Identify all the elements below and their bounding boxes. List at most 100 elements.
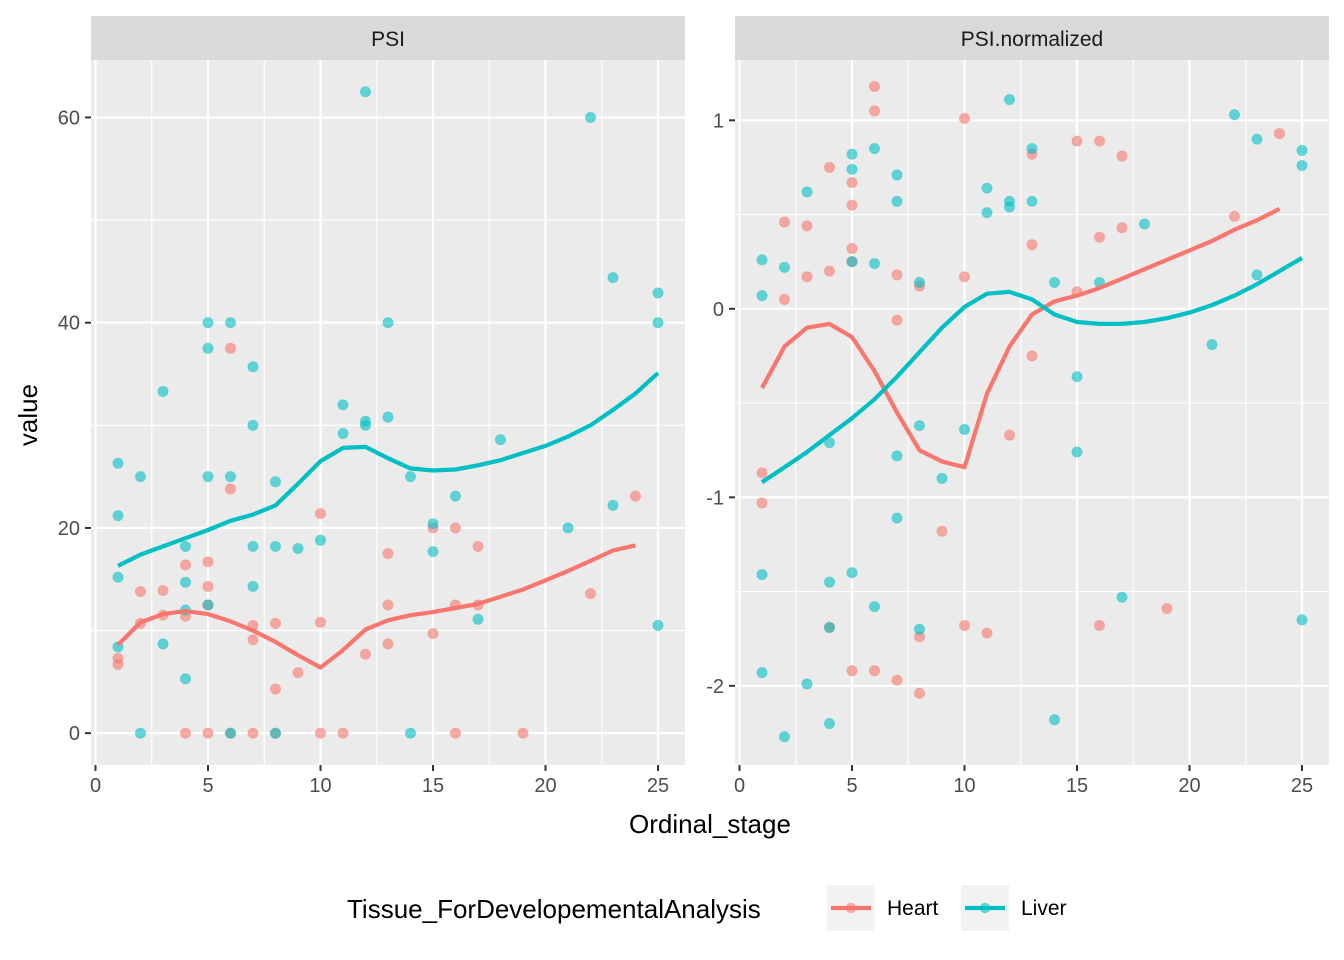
panel-1-x-tick-label: 25 xyxy=(647,775,669,797)
data-point xyxy=(382,599,394,611)
data-point xyxy=(359,86,372,98)
data-point xyxy=(607,499,619,511)
data-point xyxy=(224,471,237,483)
data-point xyxy=(224,317,237,329)
data-point xyxy=(1116,150,1128,162)
y-axis-title: value xyxy=(13,384,43,446)
panel-2-y-tick-label: 0 xyxy=(713,299,724,321)
data-point xyxy=(778,293,791,305)
data-point xyxy=(1093,135,1106,147)
data-point xyxy=(823,717,836,730)
data-point xyxy=(913,687,926,699)
data-point xyxy=(891,269,903,281)
panel-2-x-tick-label: 25 xyxy=(1291,775,1313,797)
panel-2-strip-label: PSI.normalized xyxy=(961,28,1103,51)
data-point xyxy=(823,576,836,588)
data-point xyxy=(157,584,169,597)
data-point xyxy=(981,182,993,194)
data-point xyxy=(427,518,439,530)
data-point xyxy=(1071,446,1083,458)
x-axis-title: Ordinal_stage xyxy=(629,809,791,839)
panel-1-strip xyxy=(91,16,685,60)
data-point xyxy=(1251,133,1263,145)
panel-2-y-tick-label: -2 xyxy=(706,676,724,698)
legend-key-point xyxy=(845,902,857,914)
data-point xyxy=(778,261,791,273)
data-point xyxy=(337,727,349,739)
panel-2-heart-smooth-line xyxy=(760,207,1281,470)
data-point xyxy=(449,522,462,534)
data-point xyxy=(1116,591,1128,603)
panel-1-y-tick-label: 40 xyxy=(58,313,80,335)
data-point xyxy=(846,176,858,189)
data-point xyxy=(958,619,971,632)
data-point xyxy=(224,483,237,495)
data-point xyxy=(936,525,948,537)
panel-2-strip xyxy=(735,16,1329,60)
data-point xyxy=(202,727,214,739)
panel-1-x-tick-label: 20 xyxy=(534,775,556,797)
data-point xyxy=(337,399,349,411)
data-point xyxy=(891,195,903,207)
panel-2-heart-points xyxy=(756,80,1286,699)
data-point xyxy=(891,450,903,462)
data-point xyxy=(1026,142,1038,155)
data-point xyxy=(1048,714,1061,726)
data-point xyxy=(1161,602,1173,615)
data-point xyxy=(1296,144,1308,157)
data-point xyxy=(134,727,147,739)
panel-1-x-tick-label: 15 xyxy=(422,775,444,797)
data-point xyxy=(756,667,768,679)
data-point xyxy=(359,648,372,660)
data-point xyxy=(247,361,259,373)
data-point xyxy=(868,665,881,677)
data-point xyxy=(292,667,304,679)
data-point xyxy=(134,471,147,483)
panel-2-x-tick-label: 10 xyxy=(953,775,975,797)
panel-1-y-tick-label: 20 xyxy=(58,518,80,540)
data-point xyxy=(292,542,304,555)
data-point xyxy=(846,163,858,175)
data-point xyxy=(314,507,327,520)
data-point xyxy=(823,265,836,277)
panel-2-background xyxy=(735,60,1329,765)
data-point xyxy=(891,674,903,686)
data-point xyxy=(958,271,971,283)
data-point xyxy=(1273,127,1286,140)
data-point xyxy=(449,727,462,739)
panel-1-strip-label: PSI xyxy=(371,28,405,51)
data-point xyxy=(1026,195,1038,207)
data-point xyxy=(314,534,327,546)
panel-1-liver-points xyxy=(112,86,664,739)
data-point xyxy=(472,613,484,625)
panel-2-x-tick-label: 0 xyxy=(734,775,745,797)
legend-label: Heart xyxy=(887,897,939,920)
data-point xyxy=(247,634,259,646)
data-point xyxy=(913,623,926,635)
data-point xyxy=(157,385,169,398)
panel-2-y-tick-label: -1 xyxy=(706,487,724,509)
data-point xyxy=(247,727,259,739)
panel-1: PSI 0 5 10 15 20 25 0 20 40 60 xyxy=(58,16,685,797)
data-point xyxy=(756,569,768,581)
panel-2-y-tick-label: 1 xyxy=(713,110,724,132)
data-point xyxy=(404,727,417,739)
data-point xyxy=(1251,269,1263,281)
legend: Tissue_ForDevelopementalAnalysis Heart Li… xyxy=(347,885,1067,931)
data-point xyxy=(472,540,484,553)
data-point xyxy=(202,599,214,611)
panel-2-liver-smooth-line xyxy=(760,256,1304,484)
data-point xyxy=(756,254,768,266)
data-point xyxy=(868,105,881,117)
data-point xyxy=(269,476,282,488)
panel-1-heart-points xyxy=(112,342,642,739)
data-point xyxy=(562,522,574,534)
data-point xyxy=(756,467,768,479)
data-point xyxy=(1003,93,1016,106)
panel-1-x-tick-label: 10 xyxy=(309,775,331,797)
data-point xyxy=(1228,210,1241,223)
legend-item-liver: Liver xyxy=(961,885,1067,931)
data-point xyxy=(202,342,214,354)
data-point xyxy=(629,490,642,502)
